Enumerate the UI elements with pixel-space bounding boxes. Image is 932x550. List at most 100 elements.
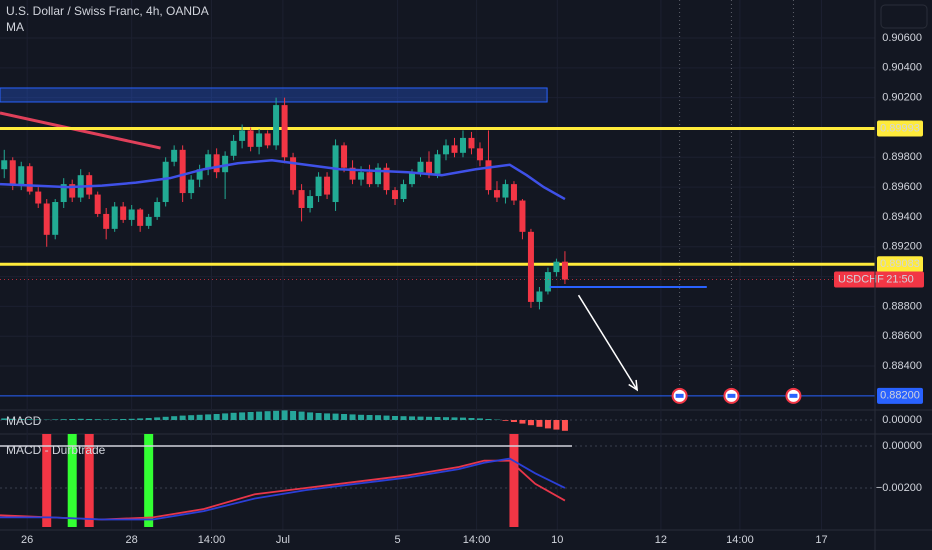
event-flag-stripe	[789, 393, 798, 398]
histogram-bar	[442, 417, 449, 420]
histogram-bar	[392, 416, 399, 420]
candle-body	[213, 154, 220, 173]
candle-body	[544, 272, 551, 292]
histogram-bar	[196, 414, 203, 420]
histogram-bar	[145, 418, 152, 420]
candle-body	[468, 137, 475, 149]
candle-body	[383, 167, 390, 191]
x-tick-label: 17	[815, 534, 827, 546]
x-tick-label: 10	[551, 534, 563, 546]
y-tick-label: 0.89600	[882, 181, 922, 193]
histogram-bar	[307, 412, 314, 420]
candle-body	[222, 155, 229, 173]
x-tick-label: 12	[655, 534, 667, 546]
histogram-bar	[459, 417, 466, 420]
histogram-bar	[290, 411, 297, 420]
histogram-bar	[383, 415, 390, 420]
histogram-bar	[154, 417, 161, 420]
candle-body	[417, 161, 424, 173]
histogram-bar	[213, 414, 220, 420]
histogram-bar	[485, 419, 492, 420]
level-tag	[877, 256, 923, 273]
x-tick-label: 26	[21, 534, 33, 546]
candle-body	[247, 130, 254, 147]
candle-body	[426, 161, 433, 174]
histogram-bar	[281, 410, 288, 420]
candle-body	[196, 169, 203, 180]
histogram-bar	[324, 413, 331, 420]
candle-body	[366, 172, 373, 185]
symbol-label: USDCHF	[838, 273, 884, 285]
x-tick-label: 14:00	[463, 534, 491, 546]
candle-body	[239, 130, 246, 141]
histogram-bar	[315, 413, 322, 420]
candle-body	[103, 213, 110, 229]
histogram-bar	[476, 418, 483, 420]
toolbar-button[interactable]	[880, 4, 928, 29]
histogram-bar	[349, 414, 356, 420]
histogram-bar	[527, 420, 534, 426]
signal-bar	[509, 434, 519, 527]
candle-body	[527, 231, 534, 302]
candle-body	[315, 176, 322, 197]
level-tag-label: 0.89083	[880, 258, 920, 270]
histogram-bar	[86, 419, 93, 420]
histogram-bar	[273, 410, 280, 420]
candle-body	[111, 206, 118, 229]
candle-body	[162, 161, 169, 203]
candle-body	[52, 202, 59, 235]
candle-body	[502, 184, 509, 198]
arrow-shaft	[577, 294, 638, 391]
candle-body	[536, 291, 543, 302]
signal-bar	[67, 434, 77, 527]
candle-body	[400, 184, 407, 200]
histogram-bar	[519, 420, 526, 424]
candle-body	[86, 175, 93, 195]
trend-line	[0, 111, 161, 150]
histogram-bar	[60, 419, 67, 420]
candle-body	[145, 216, 152, 226]
indicator-legend: MA	[6, 20, 24, 34]
candle-body	[230, 140, 237, 156]
macd-title: MACD	[6, 414, 42, 428]
candle-body	[60, 184, 67, 203]
histogram-bar	[69, 419, 76, 420]
histogram-bar	[426, 416, 433, 420]
histogram-bar	[1, 418, 8, 420]
histogram-bar	[247, 412, 254, 420]
y-tick-label: 0.90400	[882, 62, 922, 74]
histogram-bar	[332, 413, 339, 420]
level-tag	[877, 387, 923, 404]
candle-body	[264, 133, 271, 146]
histogram-bar	[502, 420, 509, 421]
level-tag-label: 0.89993	[880, 122, 920, 134]
candle-body	[392, 190, 399, 200]
candle-body	[1, 160, 8, 170]
candle-body	[493, 190, 500, 198]
countdown-label: 21:50	[886, 273, 914, 285]
candle-body	[358, 172, 365, 180]
histogram-bar	[18, 419, 25, 420]
candle-body	[375, 167, 382, 185]
ma-line	[0, 159, 566, 201]
histogram-bar	[171, 416, 178, 420]
histogram-bar	[298, 411, 305, 420]
y-tick-label: 0.89400	[882, 211, 922, 223]
candle-body	[120, 206, 127, 220]
y-tick-label: −0.00200	[876, 482, 922, 494]
x-tick-label: 14:00	[726, 534, 754, 546]
arrow-head	[628, 379, 639, 392]
candle-body	[9, 160, 16, 186]
candle-body	[281, 105, 288, 158]
histogram-bar	[536, 420, 543, 427]
histogram-bar	[366, 415, 373, 420]
histogram-bar	[162, 416, 169, 420]
histogram-bar	[434, 417, 441, 420]
histogram-bar	[35, 419, 42, 420]
histogram-bar	[341, 414, 348, 420]
histogram-bar	[417, 416, 424, 420]
histogram-bar	[137, 418, 144, 420]
candle-body	[188, 179, 195, 194]
histogram-bar	[179, 415, 186, 420]
